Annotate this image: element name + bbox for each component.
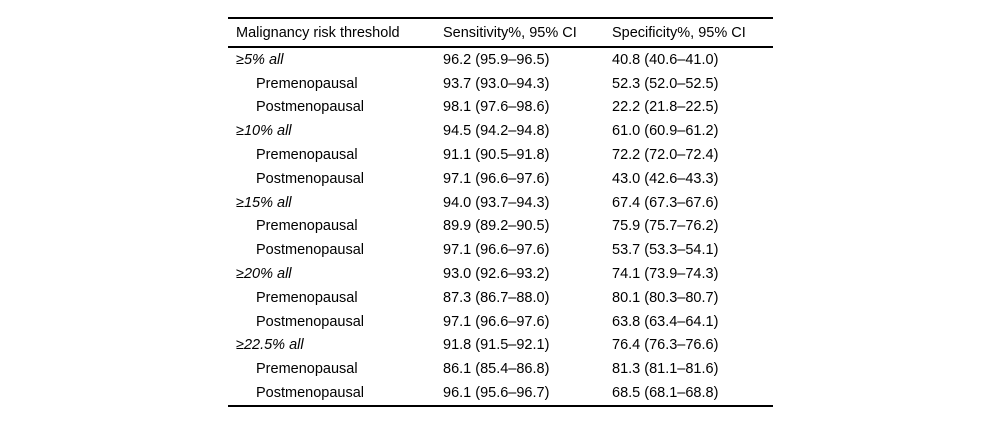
subgroup-label: Postmenopausal (256, 99, 365, 116)
sensitivity-value: 93.7 (93.0–94.3) (443, 75, 550, 92)
sensitivity-value: 96.2 (95.9–96.5) (443, 51, 550, 68)
table-row: Postmenopausal 96.1 (95.6–96.7) 68.5 (68… (228, 381, 773, 406)
sensitivity-value: 97.1 (96.6–97.6) (443, 242, 550, 259)
sensitivity-value: 91.8 (91.5–92.1) (443, 337, 550, 354)
subgroup-label: Premenopausal (256, 75, 358, 92)
specificity-value: 81.3 (81.1–81.6) (612, 361, 719, 378)
sensitivity-value: 97.1 (96.6–97.6) (443, 170, 550, 187)
column-header-specificity: Specificity%, 95% CI (604, 18, 773, 48)
table-row: ≥15% all 94.0 (93.7–94.3) 67.4 (67.3–67.… (228, 191, 773, 215)
sensitivity-value: 97.1 (96.6–97.6) (443, 313, 550, 330)
specificity-value: 75.9 (75.7–76.2) (612, 218, 719, 235)
specificity-value: 63.8 (63.4–64.1) (612, 313, 719, 330)
specificity-value: 40.8 (40.6–41.0) (612, 51, 719, 68)
sensitivity-value: 87.3 (86.7–88.0) (443, 289, 550, 306)
sensitivity-value: 94.5 (94.2–94.8) (443, 123, 550, 140)
sensitivity-value: 94.0 (93.7–94.3) (443, 194, 550, 211)
header-row: Malignancy risk threshold Sensitivity%, … (228, 18, 773, 48)
table-row: ≥10% all 94.5 (94.2–94.8) 61.0 (60.9–61.… (228, 119, 773, 143)
table-row: ≥20% all 93.0 (92.6–93.2) 74.1 (73.9–74.… (228, 262, 773, 286)
table-row: Premenopausal 93.7 (93.0–94.3) 52.3 (52.… (228, 72, 773, 96)
sensitivity-value: 93.0 (92.6–93.2) (443, 266, 550, 283)
table-row: Postmenopausal 97.1 (96.6–97.6) 43.0 (42… (228, 167, 773, 191)
malignancy-risk-table: Malignancy risk threshold Sensitivity%, … (228, 17, 773, 407)
sensitivity-value: 96.1 (95.6–96.7) (443, 385, 550, 402)
subgroup-label: Postmenopausal (256, 242, 365, 259)
threshold-label: ≥20% all (236, 266, 292, 283)
column-header-sensitivity: Sensitivity%, 95% CI (435, 18, 604, 48)
specificity-value: 43.0 (42.6–43.3) (612, 170, 719, 187)
column-header-threshold: Malignancy risk threshold (228, 18, 435, 48)
subgroup-label: Postmenopausal (256, 170, 365, 187)
specificity-value: 72.2 (72.0–72.4) (612, 147, 719, 164)
sensitivity-value: 89.9 (89.2–90.5) (443, 218, 550, 235)
table-row: ≥5% all 96.2 (95.9–96.5) 40.8 (40.6–41.0… (228, 47, 773, 72)
table-row: Premenopausal 86.1 (85.4–86.8) 81.3 (81.… (228, 357, 773, 381)
threshold-label: ≥10% all (236, 123, 292, 140)
threshold-label: ≥15% all (236, 194, 292, 211)
specificity-value: 61.0 (60.9–61.2) (612, 123, 719, 140)
threshold-label: ≥22.5% all (236, 337, 304, 354)
sensitivity-value: 98.1 (97.6–98.6) (443, 99, 550, 116)
specificity-value: 53.7 (53.3–54.1) (612, 242, 719, 259)
sensitivity-value: 86.1 (85.4–86.8) (443, 361, 550, 378)
specificity-value: 22.2 (21.8–22.5) (612, 99, 719, 116)
table-row: ≥22.5% all 91.8 (91.5–92.1) 76.4 (76.3–7… (228, 334, 773, 358)
subgroup-label: Premenopausal (256, 289, 358, 306)
table-row: Postmenopausal 98.1 (97.6–98.6) 22.2 (21… (228, 96, 773, 120)
specificity-value: 68.5 (68.1–68.8) (612, 385, 719, 402)
table-row: Postmenopausal 97.1 (96.6–97.6) 53.7 (53… (228, 238, 773, 262)
specificity-value: 52.3 (52.0–52.5) (612, 75, 719, 92)
subgroup-label: Postmenopausal (256, 313, 365, 330)
table-row: Premenopausal 87.3 (86.7–88.0) 80.1 (80.… (228, 286, 773, 310)
table-row: Premenopausal 91.1 (90.5–91.8) 72.2 (72.… (228, 143, 773, 167)
table-row: Premenopausal 89.9 (89.2–90.5) 75.9 (75.… (228, 215, 773, 239)
specificity-value: 80.1 (80.3–80.7) (612, 289, 719, 306)
threshold-label: ≥5% all (236, 51, 284, 68)
subgroup-label: Postmenopausal (256, 385, 365, 402)
subgroup-label: Premenopausal (256, 218, 358, 235)
specificity-value: 76.4 (76.3–76.6) (612, 337, 719, 354)
sensitivity-value: 91.1 (90.5–91.8) (443, 147, 550, 164)
specificity-value: 74.1 (73.9–74.3) (612, 266, 719, 283)
subgroup-label: Premenopausal (256, 147, 358, 164)
specificity-value: 67.4 (67.3–67.6) (612, 194, 719, 211)
subgroup-label: Premenopausal (256, 361, 358, 378)
table-row: Postmenopausal 97.1 (96.6–97.6) 63.8 (63… (228, 310, 773, 334)
